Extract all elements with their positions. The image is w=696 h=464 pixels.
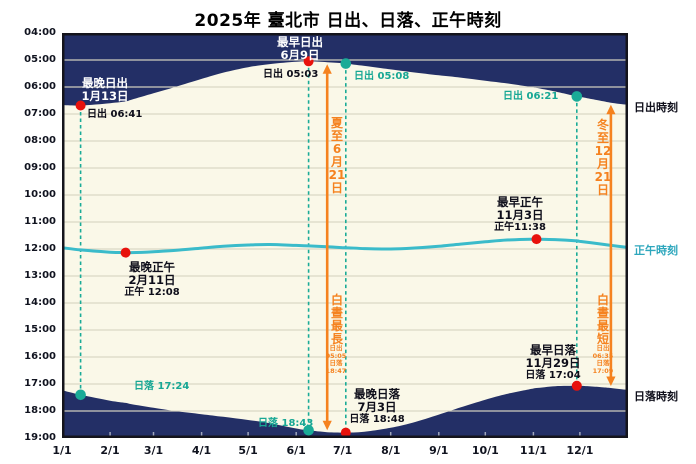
arrowhead-up [606, 104, 616, 115]
annotation-winter-daylight: 白晝最短 [596, 293, 609, 346]
annotation-sunset-jan13-time: 日落 17:24 [134, 381, 190, 392]
point-earliest-sunset [571, 380, 582, 391]
y-axis-label: 05:00 [24, 54, 56, 65]
point-sunrise-nov29 [571, 91, 583, 102]
point-sunset-jan13 [75, 389, 86, 401]
annotation-earliest-noon: 最早正午 11月3日 正午11:38 [494, 195, 546, 234]
point-latest-sunrise [75, 100, 86, 111]
plot-area: 最晚日出 1月13日 日出 06:41 最早日出 6月9日 日出 05:03 日… [62, 33, 628, 438]
x-axis-label: 2/1 [100, 444, 120, 457]
x-axis-label: 11/1 [519, 444, 547, 457]
point-sunset-jun9 [303, 425, 314, 436]
annotation-summer-daylight: 白晝最長 [330, 293, 343, 346]
y-axis-label: 17:00 [24, 378, 56, 389]
y-axis-label: 13:00 [24, 270, 56, 281]
x-axis-label: 5/1 [238, 444, 258, 457]
point-latest-sunset [340, 427, 351, 438]
annotation-earliest-sunrise-time: 日出 05:03 [263, 69, 319, 80]
chart-title: 2025年 臺北市 日出、日落、正午時刻 [194, 11, 502, 31]
y-axis-label: 19:00 [24, 432, 56, 443]
y-axis-label: 04:00 [24, 27, 56, 38]
series-label-sunset: 日落時刻 [634, 390, 678, 403]
y-axis-label: 11:00 [24, 216, 56, 227]
x-axis-label: 8/1 [381, 444, 401, 457]
annotation-earliest-sunset: 最早日落 11月29日 日落 17:04 [525, 343, 581, 382]
point-sunrise-jul3 [340, 58, 352, 69]
x-axis-label: 6/1 [286, 444, 306, 457]
y-axis-label: 15:00 [24, 324, 56, 335]
solar-noon-line [62, 237, 627, 255]
annotation-sunset-jun9-time: 日落 18:43 [258, 418, 314, 429]
x-axis-label: 1/1 [52, 444, 72, 457]
annotation-summer-solstice: 夏至 6 月 21 日 [328, 116, 346, 195]
annotation-sunrise-nov29-time: 日出 06:21 [503, 91, 559, 102]
annotation-winter-times: 日出 06:35 日落 17:09 [592, 344, 614, 375]
annotation-winter-solstice: 冬至 12 月 21 日 [594, 118, 612, 197]
annotation-earliest-sunrise: 最早日出 6月9日 [277, 35, 323, 63]
x-axis-label: 9/1 [429, 444, 449, 457]
point-earliest-noon [531, 234, 542, 245]
y-axis-label: 10:00 [24, 189, 56, 200]
x-axis-label: 3/1 [143, 444, 164, 457]
annotation-latest-noon: 最晚正午 2月11日 正午 12:08 [124, 260, 180, 299]
arrowhead-down [322, 420, 332, 431]
arrowhead-down [606, 376, 616, 386]
x-axis-label: 12/1 [566, 444, 594, 457]
x-axis-label: 7/1 [333, 444, 353, 457]
annotation-sunrise-jul3-time: 日出 05:08 [354, 71, 410, 82]
point-earliest-sunrise [303, 56, 314, 67]
annotation-latest-sunset: 最晚日落 7月3日 日落 18:48 [349, 387, 405, 426]
arrowhead-up [322, 64, 332, 74]
y-axis-label: 07:00 [24, 108, 56, 119]
y-axis-label: 06:00 [24, 81, 56, 92]
y-axis-label: 08:00 [24, 135, 56, 146]
annotation-summer-times: 日出 05:05 日落 18:47 [325, 344, 347, 375]
point-latest-noon [120, 247, 131, 258]
x-axis-label: 4/1 [191, 444, 212, 457]
y-axis-label: 16:00 [24, 351, 56, 362]
annotation-latest-sunrise-time: 日出 06:41 [87, 109, 143, 120]
night-after-sunset-area [62, 385, 628, 438]
y-axis-label: 18:00 [24, 405, 56, 416]
y-axis-label: 09:00 [24, 162, 56, 173]
annotation-latest-sunrise: 最晚日出 1月13日 [81, 76, 129, 104]
plot-border [62, 33, 628, 438]
chart-canvas [62, 33, 628, 438]
y-axis-label: 14:00 [24, 297, 56, 308]
x-axis-label: 10/1 [471, 444, 499, 457]
series-label-sunrise: 日出時刻 [634, 101, 678, 114]
y-axis-label: 12:00 [24, 243, 56, 254]
series-label-noon: 正午時刻 [634, 244, 678, 257]
night-before-sunrise-area [62, 33, 628, 106]
